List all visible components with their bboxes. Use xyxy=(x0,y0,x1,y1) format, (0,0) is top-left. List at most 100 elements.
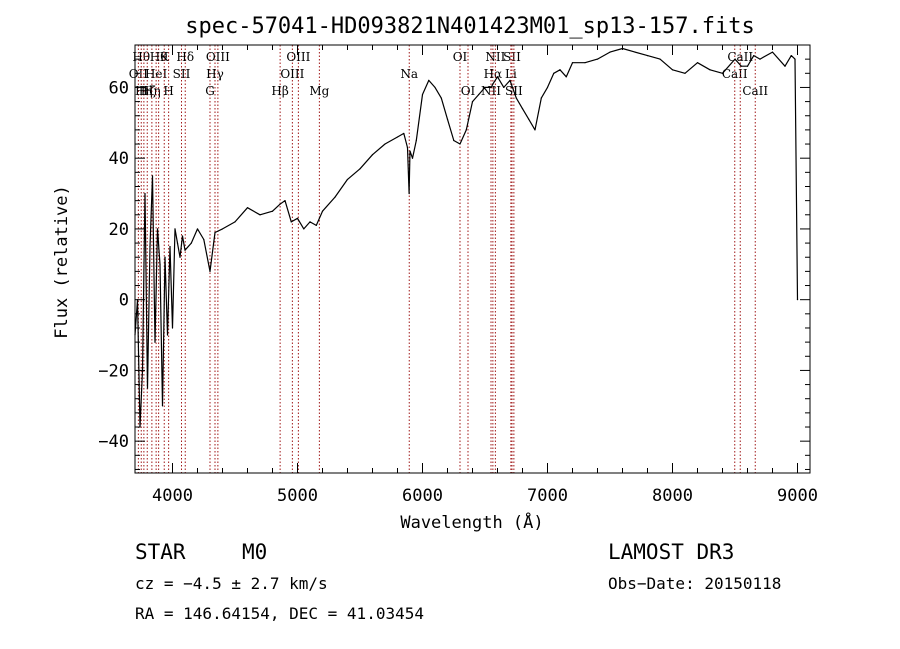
line-marker-label-4: Hη xyxy=(143,84,161,98)
x-axis-label: Wavelength (Å) xyxy=(400,511,543,533)
spectrum-point-54 xyxy=(440,97,442,99)
y-tick-label-2: 0 xyxy=(119,291,129,311)
spectrum-point-75 xyxy=(565,76,567,78)
axis-ticks: 4000 5000 6000 7000 8000 9000 −40 −20 0 20 40 60 xyxy=(98,45,818,506)
spectrum-point-25 xyxy=(214,231,216,234)
spectrum-point-33 xyxy=(290,221,292,223)
line-marker-label-9: SII xyxy=(173,67,191,81)
spectrum-point-64 xyxy=(496,76,499,78)
spectrum-data xyxy=(134,47,799,428)
spectrum-point-5 xyxy=(146,387,149,389)
x-tick-label-1: 5000 xyxy=(277,486,318,506)
line-marker-label-25: SII xyxy=(503,50,521,64)
spectrum-point-83 xyxy=(659,58,661,60)
spectrum-point-74 xyxy=(559,69,561,71)
chart-title: spec-57041-HD093821N401423M01_sp13-157.f… xyxy=(185,14,755,39)
spectrum-point-42 xyxy=(371,154,374,156)
line-marker-label-21: NII xyxy=(481,84,501,98)
spectrum-point-76 xyxy=(571,62,574,64)
line-marker-label-12: Hγ xyxy=(206,67,224,81)
line-marker-label-23: NII xyxy=(485,50,505,64)
spectrum-point-70 xyxy=(534,129,536,131)
spectrum-point-29 xyxy=(259,214,261,216)
spectrum-point-55 xyxy=(446,118,449,120)
spectrum-point-16 xyxy=(174,228,176,230)
spectrum-point-35 xyxy=(303,228,305,230)
line-marker-label-13: OIII xyxy=(206,50,230,64)
spectrum-point-79 xyxy=(609,51,611,53)
spectrum-point-72 xyxy=(546,86,549,89)
spectrum-point-21 xyxy=(190,242,192,244)
line-marker-label-15: OIII xyxy=(280,67,304,81)
spectrum-point-67 xyxy=(515,97,517,99)
spectrum-point-87 xyxy=(709,69,711,71)
spectrum-point-9 xyxy=(156,228,159,230)
line-marker-label-5: HeI xyxy=(145,67,168,81)
spectrum-point-37 xyxy=(315,224,317,226)
spectrum-point-43 xyxy=(384,143,386,145)
y-tick-label-3: 20 xyxy=(109,220,129,240)
spectrum-point-50 xyxy=(415,139,417,142)
spectrum-point-49 xyxy=(411,157,414,159)
spectrum-point-88 xyxy=(721,72,724,74)
line-marker-label-19: OI xyxy=(453,50,468,64)
coordinates: RA = 146.64154, DEC = 41.03454 xyxy=(135,604,424,623)
spectrum-point-58 xyxy=(465,129,467,131)
spectrum-point-51 xyxy=(421,93,424,96)
spectrum-point-28 xyxy=(246,207,249,209)
spectrum-point-14 xyxy=(169,246,171,248)
spectrum-point-65 xyxy=(503,86,505,89)
spectrum-point-26 xyxy=(221,228,224,230)
spectrum-point-62 xyxy=(490,86,492,89)
line-marker-label-11: G xyxy=(205,84,215,98)
x-tick-label-0: 4000 xyxy=(152,486,193,506)
spectrum-point-32 xyxy=(284,200,286,202)
spectrum-point-85 xyxy=(684,72,686,74)
spectrum-point-46 xyxy=(406,146,409,149)
spectrum-point-22 xyxy=(196,228,199,230)
spectrum-point-34 xyxy=(296,217,299,219)
spectral-line-markers: OIIHθHηHζHηHeIHθKHSIIHδGHγOIIIHβOIIIOIII… xyxy=(129,45,768,473)
spectrum-point-13 xyxy=(166,334,169,336)
spectrum-point-31 xyxy=(279,203,281,205)
line-marker-label-16: OIII xyxy=(286,50,310,64)
line-marker-label-10: Hδ xyxy=(176,50,194,64)
line-marker-label-29: CaII xyxy=(742,84,768,98)
spectrum-point-94 xyxy=(771,51,774,53)
spectrum-point-84 xyxy=(671,69,674,71)
x-tick-label-5: 9000 xyxy=(777,486,818,506)
spectrum-point-30 xyxy=(271,210,274,212)
survey-name: LAMOST DR3 xyxy=(608,540,735,564)
spectrum-point-12 xyxy=(164,256,166,258)
spectrum-point-52 xyxy=(428,79,430,81)
spectrum-point-93 xyxy=(759,58,761,60)
spectrum-point-86 xyxy=(696,62,699,64)
y-axis-label: Flux (relative) xyxy=(52,185,72,339)
spectrum-point-45 xyxy=(403,132,405,135)
object-subclass: M0 xyxy=(242,540,268,564)
redshift-velocity: cz = −4.5 ± 2.7 km/s xyxy=(135,574,328,593)
spectrum-point-91 xyxy=(746,65,749,67)
spectrum-point-41 xyxy=(359,168,361,170)
spectrum-point-20 xyxy=(184,249,186,251)
y-tick-label-4: 40 xyxy=(109,149,129,169)
spectrum-point-44 xyxy=(396,136,399,138)
spectrum-point-61 xyxy=(484,86,486,89)
spectrum-point-47 xyxy=(408,192,410,195)
spectrum-point-57 xyxy=(459,143,461,145)
spectrum-point-38 xyxy=(321,210,324,212)
spectrum-point-92 xyxy=(753,55,755,57)
spectrum-point-19 xyxy=(181,235,184,237)
spectrum-point-98 xyxy=(796,299,799,301)
line-marker-label-27: CaII xyxy=(722,67,748,81)
spectrum-point-15 xyxy=(171,327,174,329)
line-marker-label-20: OI xyxy=(461,84,476,98)
line-marker-label-1: Hθ xyxy=(132,50,150,64)
spectrum-point-63 xyxy=(492,83,494,85)
y-tick-label-5: 60 xyxy=(109,78,129,98)
spectrum-point-24 xyxy=(209,270,211,272)
spectrum-point-17 xyxy=(176,242,179,244)
spectrum-point-77 xyxy=(584,62,586,64)
spectrum-point-10 xyxy=(159,263,161,265)
